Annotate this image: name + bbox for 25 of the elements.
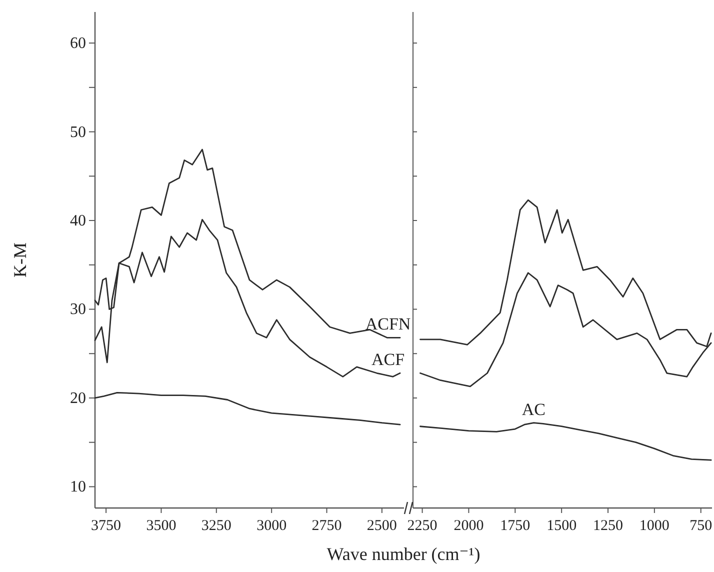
- x-tick-label: 2250: [407, 518, 438, 534]
- x-tick-label: 1750: [500, 518, 530, 534]
- x-tick-label: 3250: [201, 518, 232, 534]
- x-tick-label: 2750: [312, 518, 342, 534]
- line-series: [94, 392, 401, 426]
- y-tick-label: 50: [70, 124, 86, 141]
- y-tick-label: 30: [70, 301, 86, 318]
- series-label: ACF: [371, 350, 405, 370]
- x-tick-label: 2500: [366, 518, 397, 534]
- y-tick-label: 40: [70, 212, 86, 230]
- x-tick-label: 1250: [593, 518, 623, 534]
- x-tick-label: 2000: [454, 518, 484, 534]
- y-tick-label: 20: [70, 390, 86, 407]
- y-tick-label: 10: [70, 478, 86, 496]
- x-tick-label: 1000: [639, 518, 670, 534]
- x-tick-label: 750: [690, 518, 712, 534]
- x-tick-label: 3500: [146, 518, 176, 534]
- series-label: AC: [522, 400, 546, 419]
- x-axis-title: Wave number (cm⁻¹): [326, 544, 480, 564]
- series-label: ACFN: [365, 314, 411, 334]
- y-tick-label: 60: [70, 35, 86, 52]
- y-axis-title: K-M: [10, 242, 30, 278]
- x-tick-label: 3750: [91, 518, 122, 534]
- x-tick-label: 3000: [256, 518, 287, 534]
- x-tick-label: 1500: [546, 518, 577, 534]
